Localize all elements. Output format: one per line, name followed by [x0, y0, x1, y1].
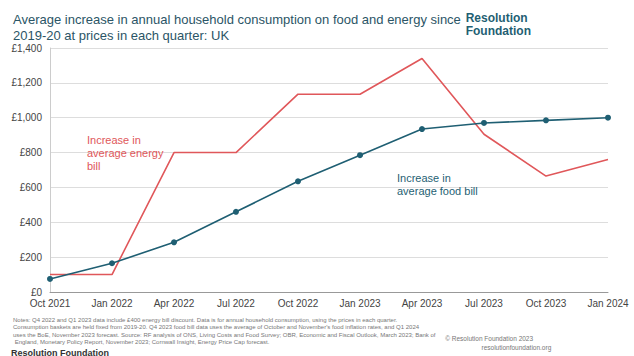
svg-text:bill: bill [87, 160, 100, 172]
svg-text:£800: £800 [20, 147, 43, 158]
svg-text:Oct 2021: Oct 2021 [30, 298, 71, 309]
svg-text:Notes: Q4 2022 and Q1 2023 dat: Notes: Q4 2022 and Q1 2023 data include … [13, 317, 399, 323]
svg-text:£1,200: £1,200 [11, 77, 42, 88]
svg-text:£200: £200 [20, 252, 43, 263]
svg-text:£600: £600 [20, 182, 43, 193]
svg-text:2019-20 at prices in each quar: 2019-20 at prices in each quarter: UK [13, 28, 229, 43]
svg-text:Consumption baskets are held f: Consumption baskets are held fixed from … [13, 324, 421, 330]
svg-text:Jul 2023: Jul 2023 [465, 298, 503, 309]
svg-text:Apr 2022: Apr 2022 [154, 298, 195, 309]
svg-text:£1,400: £1,400 [11, 43, 42, 54]
svg-text:Jul 2022: Jul 2022 [217, 298, 255, 309]
svg-text:England, Monetary Policy Repor: England, Monetary Policy Report, Novembe… [13, 339, 270, 345]
svg-text:resolutionfoundation.org: resolutionfoundation.org [482, 344, 552, 352]
svg-text:Oct 2023: Oct 2023 [526, 298, 567, 309]
svg-text:© Resolution Foundation 2023: © Resolution Foundation 2023 [445, 335, 533, 342]
svg-text:Jan 2024: Jan 2024 [587, 298, 629, 309]
svg-text:Apr 2023: Apr 2023 [402, 298, 443, 309]
svg-text:Foundation: Foundation [466, 24, 531, 38]
svg-text:uses the BoE, November 2023 fo: uses the BoE, November 2023 forecast. So… [13, 332, 436, 338]
svg-text:£400: £400 [20, 217, 43, 228]
svg-text:Oct 2022: Oct 2022 [278, 298, 319, 309]
svg-text:Resolution: Resolution [466, 11, 531, 25]
svg-text:Increase in: Increase in [397, 172, 454, 184]
svg-text:Increase in: Increase in [87, 134, 144, 146]
svg-text:Resolution Foundation: Resolution Foundation [11, 348, 109, 356]
svg-text:average energy: average energy [87, 147, 167, 159]
svg-text:£1,000: £1,000 [11, 112, 42, 123]
svg-text:Jan 2023: Jan 2023 [339, 298, 381, 309]
svg-text:£0: £0 [31, 287, 43, 298]
svg-text:average food bill: average food bill [397, 185, 478, 197]
svg-text:Average increase in annual hou: Average increase in annual household con… [13, 12, 464, 27]
svg-text:Jan 2022: Jan 2022 [91, 298, 133, 309]
